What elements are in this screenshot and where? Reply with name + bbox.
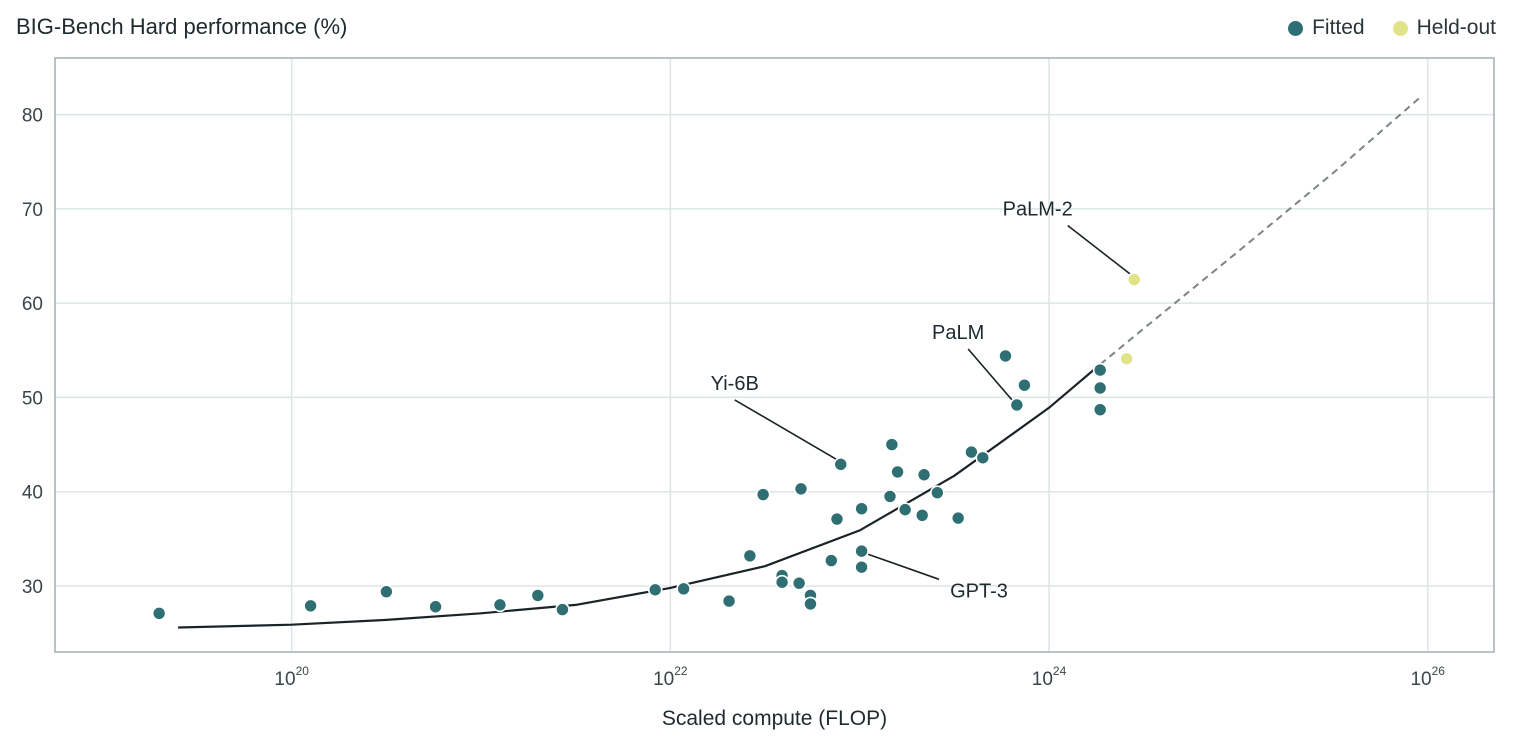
annotation-label: PaLM — [932, 322, 984, 344]
data-point-fitted — [428, 599, 443, 615]
x-tick-label: 1022 — [653, 664, 688, 690]
gridlines — [55, 58, 1494, 652]
y-tick-label: 60 — [22, 294, 43, 315]
annotation-leader-line — [967, 348, 1014, 402]
data-point-fitted — [890, 464, 905, 480]
data-point-fitted — [914, 507, 930, 523]
data-point-fitted — [742, 548, 758, 564]
annotation-label: GPT-3 — [950, 580, 1008, 602]
data-points-layer — [151, 272, 1142, 621]
data-point-fitted — [803, 596, 818, 612]
data-point-fitted — [975, 450, 991, 466]
data-point-fitted — [930, 485, 945, 500]
data-point-fitted — [854, 559, 869, 575]
data-point-fitted — [854, 501, 869, 516]
annotation-leader-line — [734, 399, 838, 461]
data-point-held-out — [1119, 351, 1134, 367]
x-axis-title: Scaled compute (FLOP) — [662, 707, 887, 730]
y-tick-label: 30 — [22, 577, 43, 598]
data-point-fitted — [829, 511, 845, 527]
data-point-fitted — [833, 457, 849, 472]
fit-curve-extrapolation-dashed — [1099, 94, 1423, 366]
legend-item-held-out: Held-out — [1392, 16, 1496, 40]
data-point-fitted — [379, 584, 394, 599]
y-tick-label: 50 — [22, 388, 43, 409]
data-point-fitted — [1092, 362, 1108, 378]
data-point-fitted — [1092, 380, 1108, 396]
data-point-fitted — [530, 588, 546, 603]
data-point-fitted — [791, 575, 807, 591]
x-tick-label: 1026 — [1410, 664, 1445, 690]
data-point-fitted — [492, 597, 508, 613]
tick-labels: 30 40 50 60 70 80 1020 1022 1024 1026 — [22, 106, 1445, 690]
y-tick-label: 80 — [22, 106, 43, 127]
annotation-label: Yi-6B — [711, 373, 759, 395]
data-point-fitted — [793, 481, 809, 497]
chart-title: BIG-Bench Hard performance (%) — [16, 14, 348, 39]
data-point-fitted — [950, 510, 966, 526]
legend-label-fitted: Fitted — [1312, 16, 1365, 39]
data-point-fitted — [824, 553, 839, 568]
data-point-fitted — [897, 502, 913, 517]
data-point-fitted — [1092, 402, 1108, 417]
data-point-fitted — [1017, 377, 1032, 393]
fit-curve-layer — [178, 94, 1423, 629]
legend: Fitted Held-out — [1260, 16, 1496, 40]
legend-item-fitted: Fitted — [1288, 16, 1365, 40]
annotation-label: PaLM-2 — [1003, 198, 1073, 220]
data-point-fitted — [854, 543, 869, 559]
legend-dot-held-out — [1392, 20, 1408, 36]
plot-frame — [54, 57, 1495, 653]
x-tick-label: 1020 — [274, 664, 309, 690]
annotation-layer: PaLM-2 PaLM Yi-6B GPT-3 — [711, 198, 1133, 602]
x-tick-label: 1024 — [1032, 664, 1067, 690]
annotation-leader-line — [1067, 224, 1133, 277]
data-point-fitted — [555, 602, 570, 617]
data-point-fitted — [1009, 397, 1025, 413]
annotation-leader-line — [867, 553, 940, 581]
data-point-fitted — [303, 598, 318, 614]
data-point-fitted — [964, 444, 979, 460]
data-point-fitted — [884, 437, 900, 452]
data-point-fitted — [647, 582, 663, 598]
data-point-fitted — [151, 606, 167, 621]
data-point-fitted — [755, 487, 771, 502]
data-point-fitted — [774, 574, 790, 590]
data-point-fitted — [998, 348, 1013, 364]
legend-label-held-out: Held-out — [1416, 16, 1496, 39]
data-point-fitted — [916, 467, 932, 483]
data-point-held-out — [1126, 272, 1142, 287]
legend-dot-fitted — [1288, 20, 1304, 36]
y-tick-label: 40 — [22, 483, 43, 504]
data-point-fitted — [882, 489, 898, 504]
y-tick-label: 70 — [22, 200, 43, 221]
data-point-fitted — [676, 581, 691, 597]
data-point-fitted — [721, 593, 737, 609]
